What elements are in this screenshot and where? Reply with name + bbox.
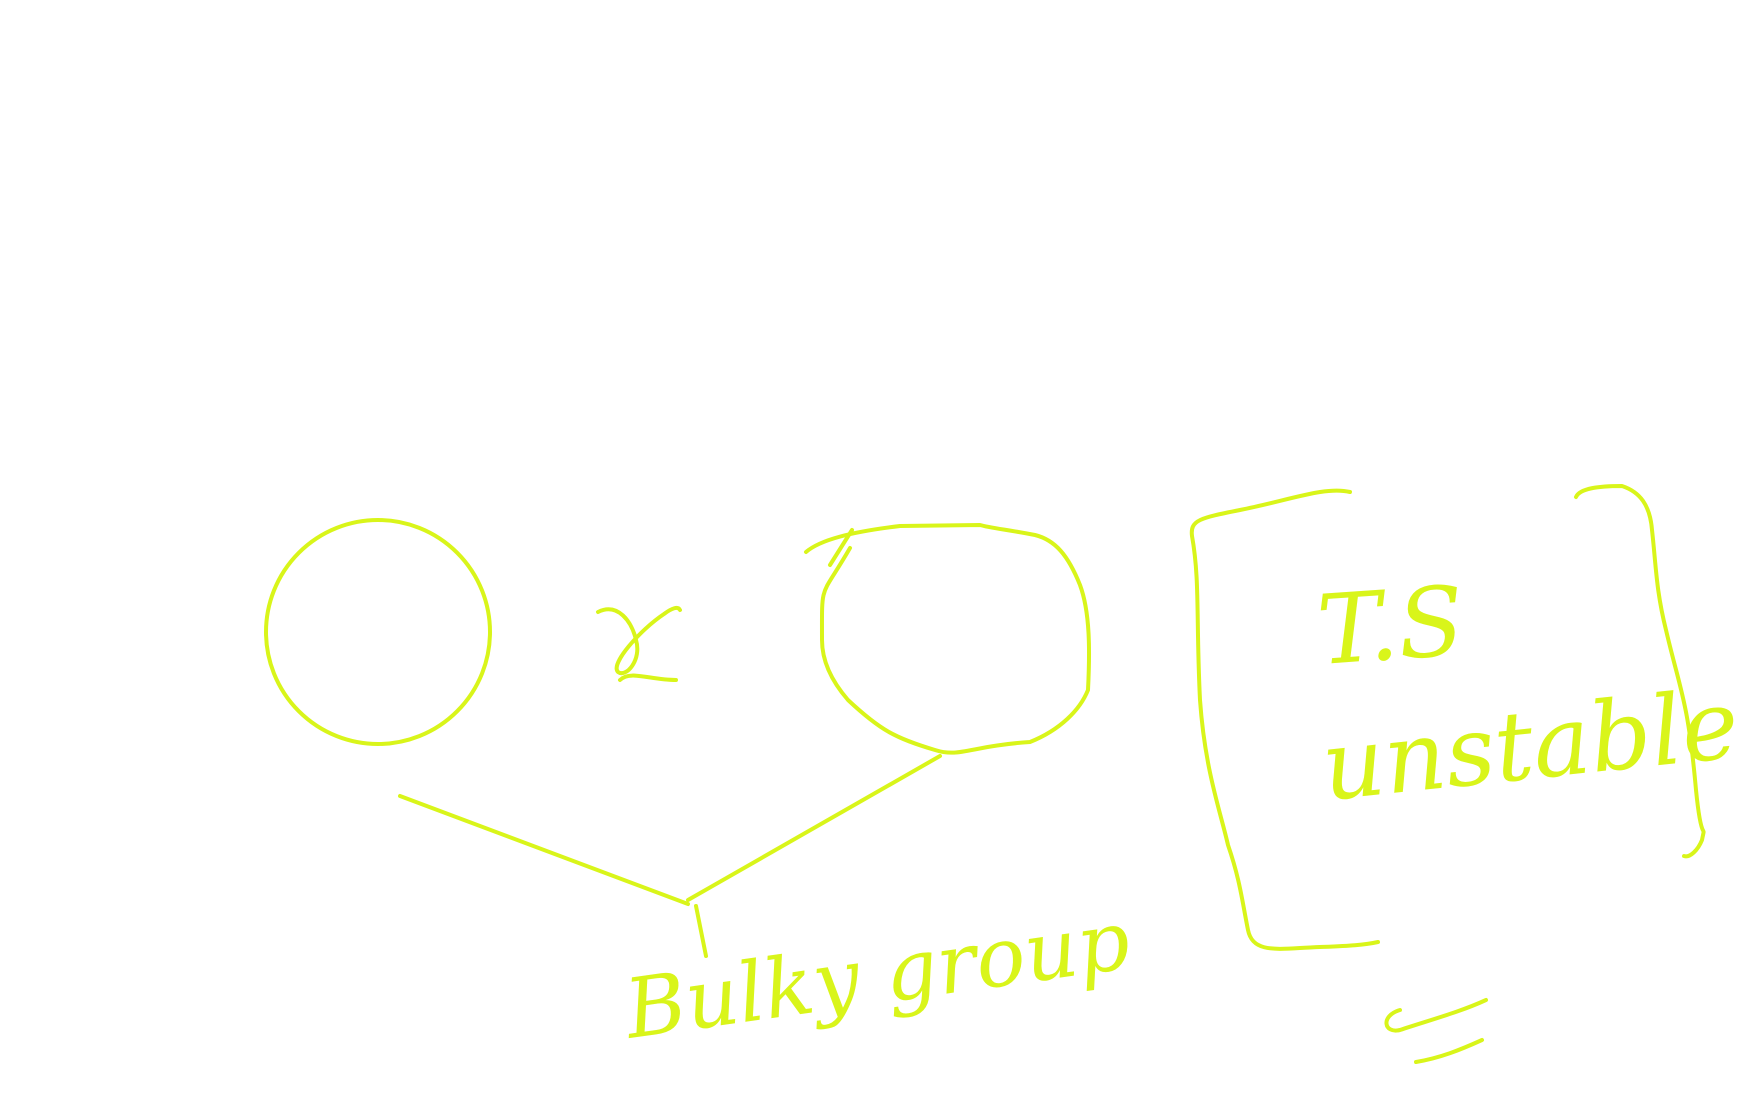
ts-label: T.S <box>1314 565 1468 687</box>
bracket-left <box>1189 488 1380 951</box>
small-circle <box>264 518 492 746</box>
converging-line-left <box>398 794 690 906</box>
squiggle-marks <box>1384 998 1488 1064</box>
converging-tail <box>694 904 708 958</box>
bracket-right <box>1574 484 1706 859</box>
multiply-sign <box>596 605 682 682</box>
bulky-group-label: Bulky group <box>618 893 1136 1058</box>
unstable-label: unstable <box>1317 668 1744 823</box>
converging-line-right <box>686 754 942 902</box>
large-blob <box>804 523 1092 755</box>
blob-start-tick <box>828 528 854 567</box>
